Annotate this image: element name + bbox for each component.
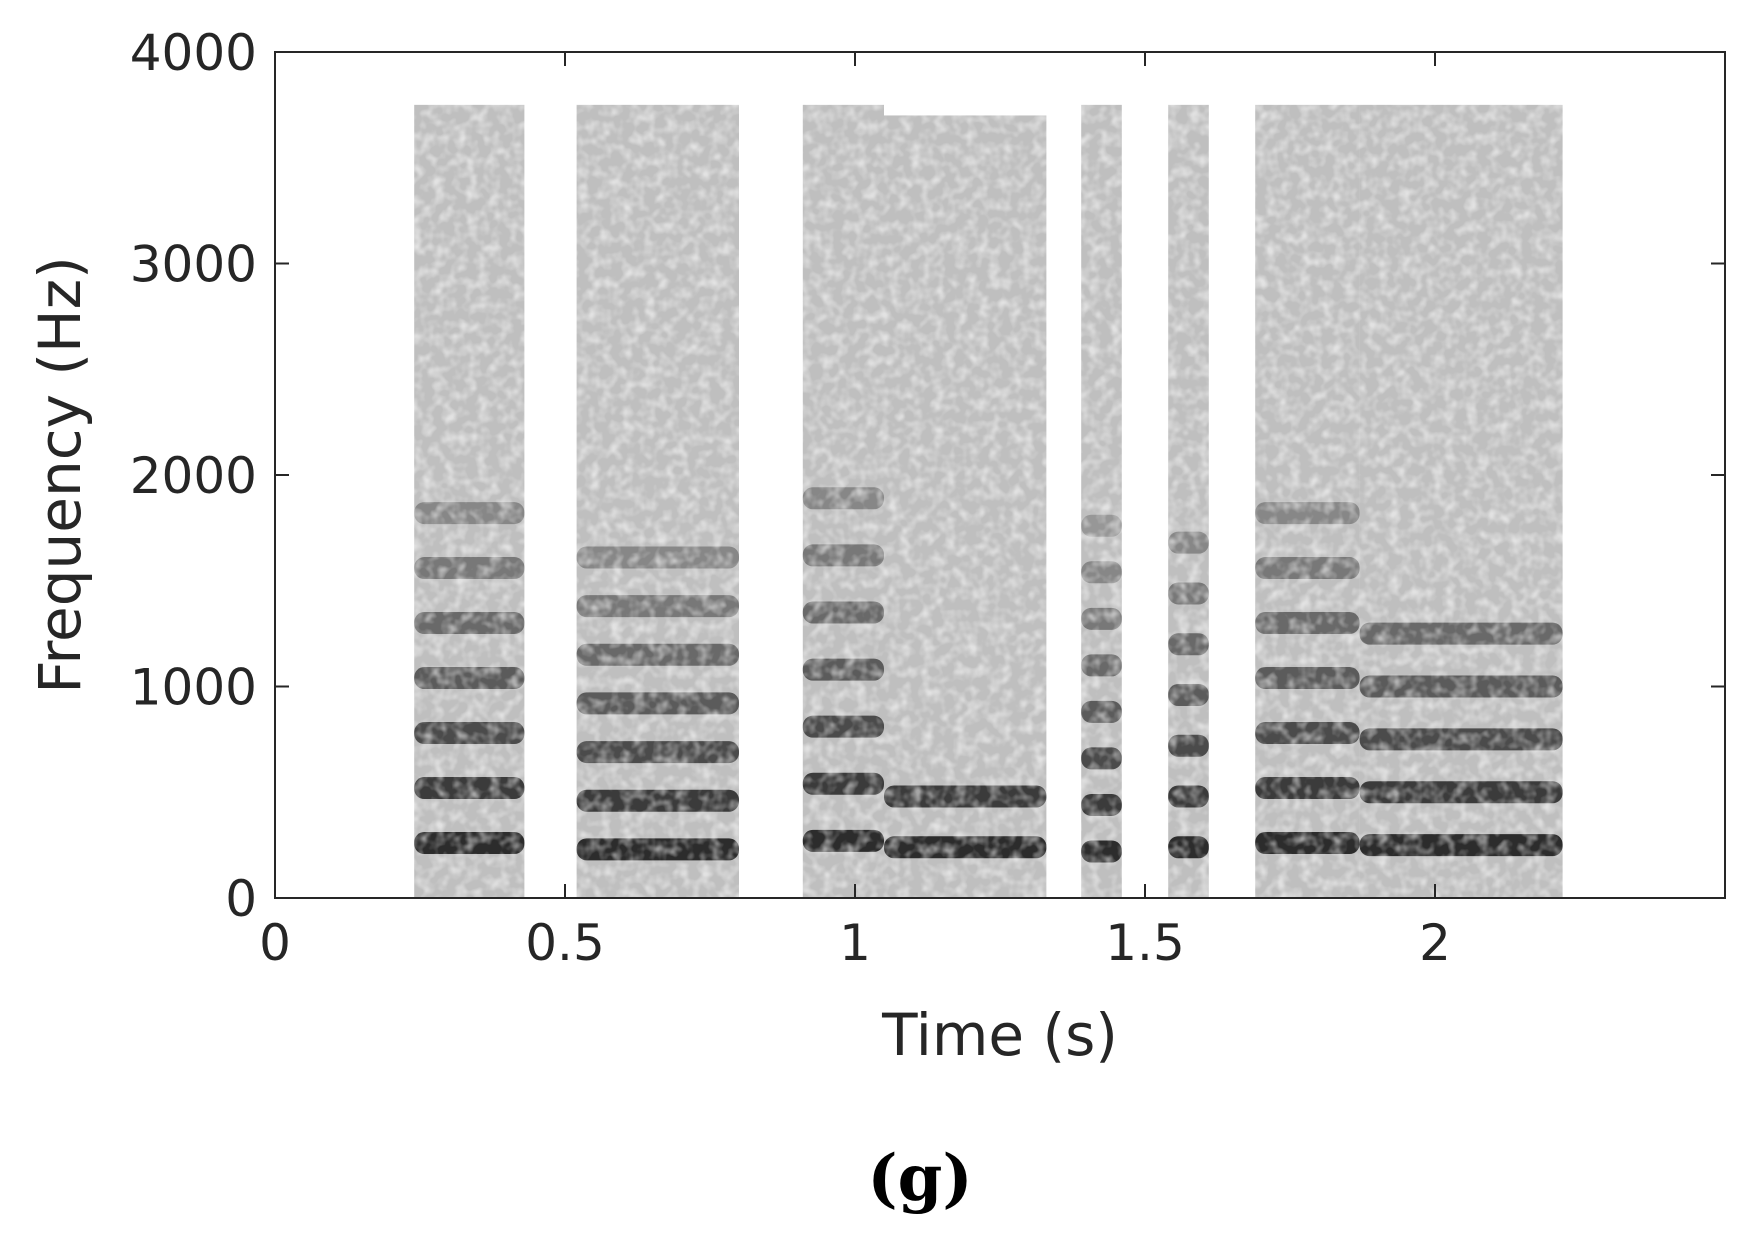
y-tick-label: 2000 [130,447,257,505]
y-axis-label: Frequency (Hz) [26,256,94,693]
x-tick-label: 2 [1419,914,1451,972]
x-tick-label: 0.5 [525,914,605,972]
y-tick-label: 0 [225,870,257,928]
x-tick-label: 1.5 [1105,914,1185,972]
y-axis: 0 1000 2000 3000 4000 [130,24,1725,928]
panel-label: (g) [867,1141,972,1216]
y-tick-label: 3000 [130,236,257,294]
y-tick-label: 1000 [130,659,257,717]
x-tick-label: 1 [839,914,871,972]
spectrogram-image [275,52,1725,898]
x-axis: 0 0.5 1 1.5 2 [259,52,1451,972]
x-tick-label: 0 [259,914,291,972]
y-tick-label: 4000 [130,24,257,82]
x-axis-label: Time (s) [881,1001,1118,1069]
